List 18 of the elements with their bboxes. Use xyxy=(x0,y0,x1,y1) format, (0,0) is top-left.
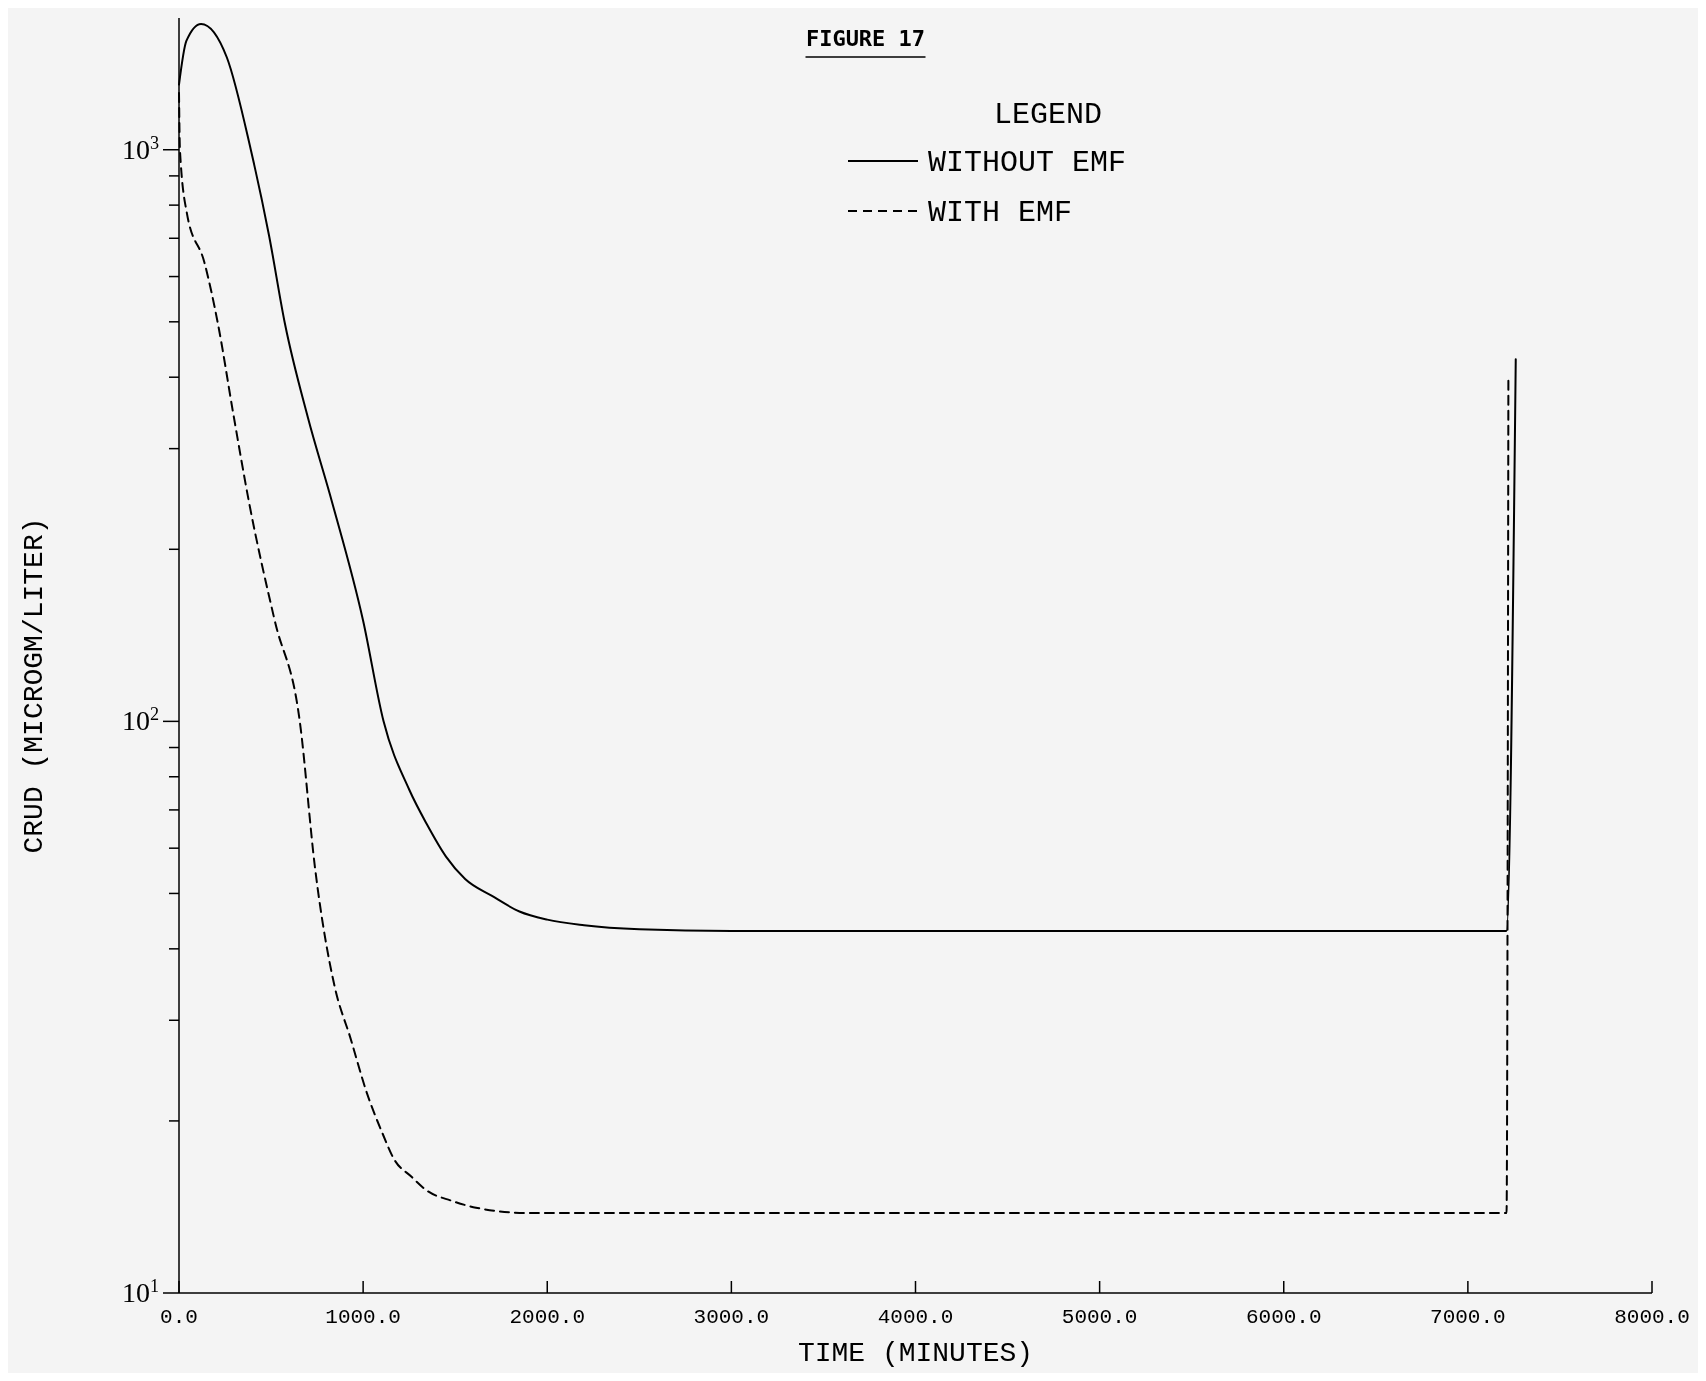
legend-label: WITH EMF xyxy=(928,196,1073,230)
x-tick-label: 3000.0 xyxy=(693,1306,770,1329)
x-tick-label: 6000.0 xyxy=(1245,1306,1322,1329)
y-tick-label: 10$^{1}$ xyxy=(121,1276,159,1308)
y-tick-label: 10$^{2}$ xyxy=(121,704,159,737)
x-tick-label: 2000.0 xyxy=(509,1306,586,1329)
chart-title: FIGURE 17 xyxy=(805,26,926,51)
x-tick-label: 7000.0 xyxy=(1430,1306,1506,1329)
x-axis-title: TIME (MINUTES) xyxy=(797,1338,1034,1369)
legend-title: LEGEND xyxy=(993,98,1103,132)
x-tick-label: 8000.0 xyxy=(1614,1306,1690,1329)
legend-label: WITHOUT EMF xyxy=(928,146,1127,180)
y-axis-title: CRUD (MICROGM/LITER) xyxy=(19,517,50,854)
x-tick-label: 1000.0 xyxy=(325,1306,401,1329)
x-tick-label: 4000.0 xyxy=(877,1306,954,1329)
x-tick-label: 5000.0 xyxy=(1061,1306,1138,1329)
y-tick-label: 10$^{3}$ xyxy=(121,132,159,165)
x-tick-label: 0.0 xyxy=(160,1306,198,1329)
